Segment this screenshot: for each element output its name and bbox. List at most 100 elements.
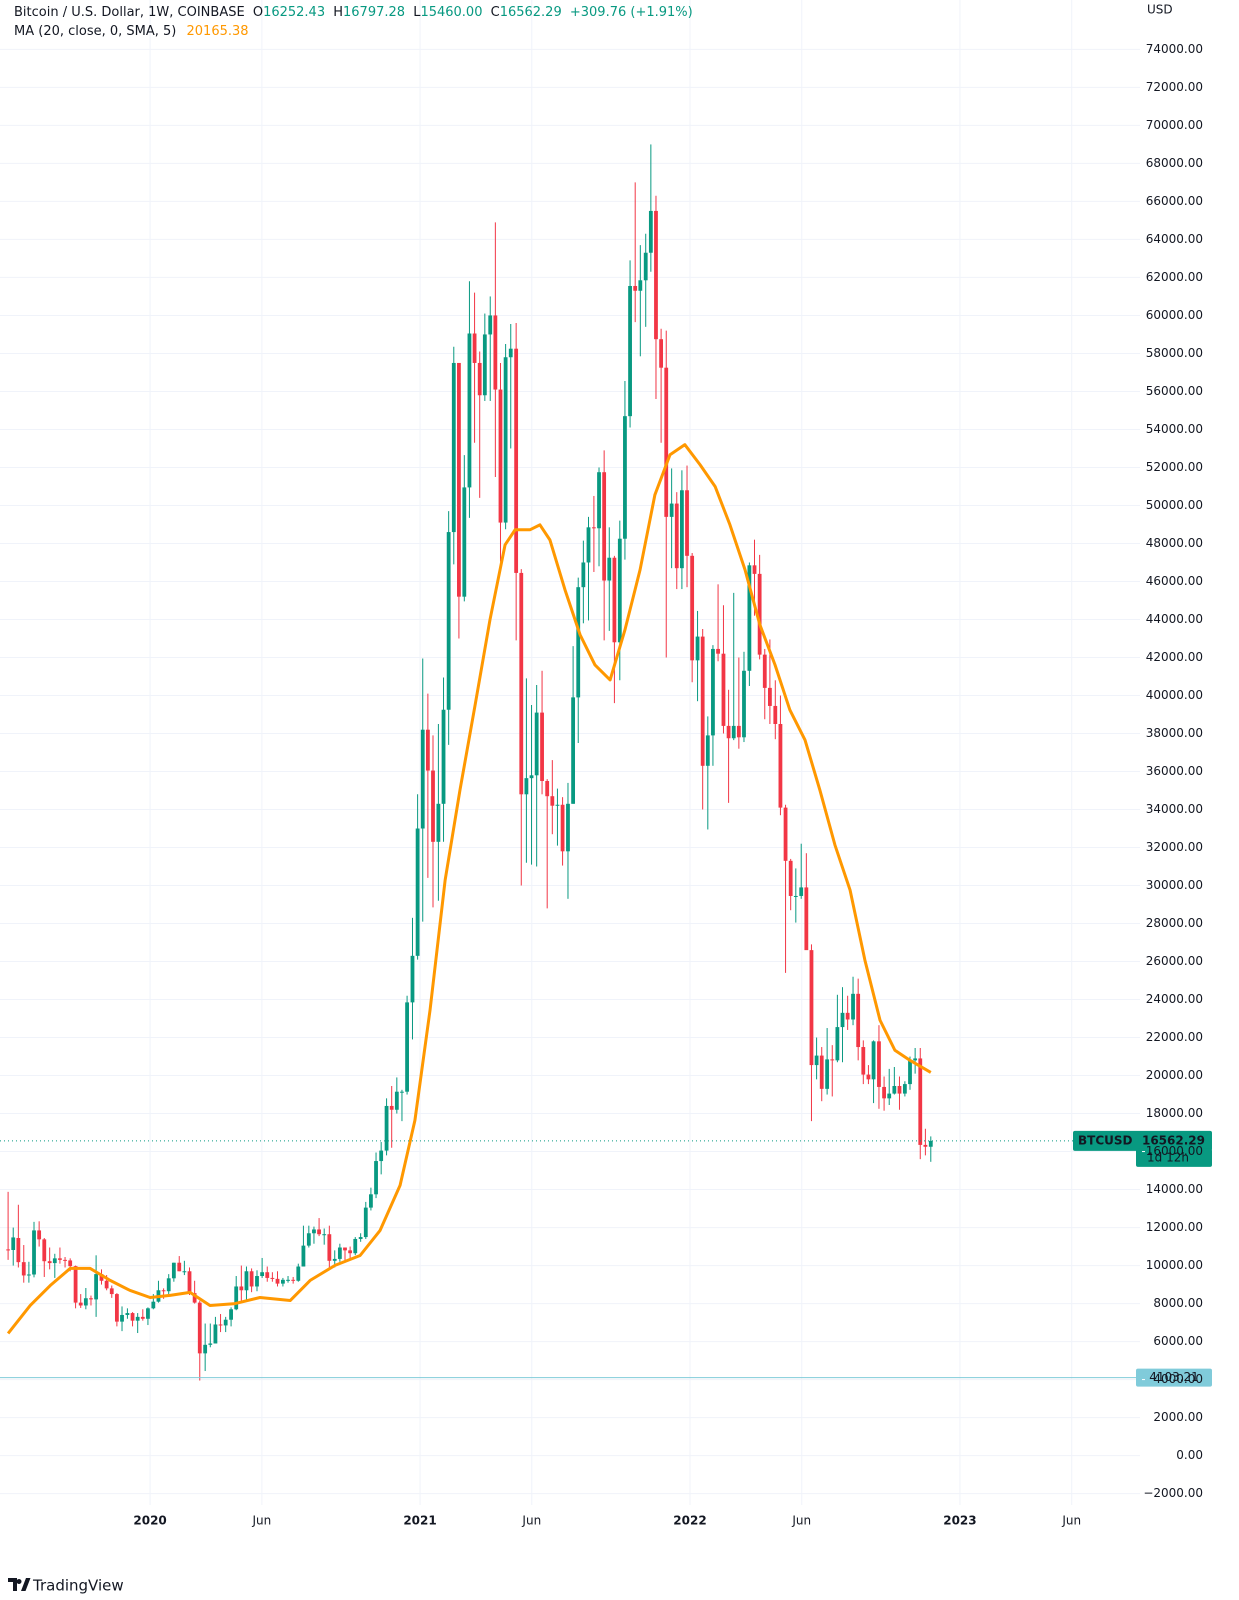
candle-body (825, 1059, 830, 1089)
x-tick-label: Jun (251, 1514, 271, 1528)
ma-label: MA (20, close, 0, SMA, 5) (14, 24, 176, 39)
candle-body (534, 712, 539, 776)
x-tick-label: 2023 (943, 1514, 976, 1528)
candle-body (503, 357, 508, 523)
y-tick-label: 60000.00 (1146, 308, 1203, 322)
candle-body (177, 1262, 182, 1272)
candle-body (431, 770, 435, 842)
candle-body (612, 557, 617, 643)
ohlc-key: O (253, 5, 263, 20)
y-tick-label: 50000.00 (1146, 498, 1203, 512)
plot-area (6, 144, 933, 1381)
candle-body (566, 803, 570, 852)
y-tick-label: 62000.00 (1146, 270, 1203, 284)
candle-body (343, 1247, 347, 1251)
candle-body (726, 725, 731, 739)
candle-body (928, 1140, 933, 1147)
candle-body (270, 1277, 275, 1279)
candle-body (420, 729, 425, 829)
candle-body (83, 1298, 88, 1306)
y-tick-label: 28000.00 (1146, 916, 1203, 930)
ma-line (6, 443, 932, 1335)
candle-body (477, 362, 482, 396)
candle-body (923, 1144, 928, 1147)
candle-body (140, 1316, 145, 1319)
candle-body (151, 1301, 156, 1309)
axes: −2000.00 0.00 2000.00 4000.00 6000.00 8000.00… (133, 42, 1203, 1528)
ohlc-value: 15460.00 (420, 5, 482, 20)
candle-body (322, 1234, 327, 1236)
candle-body (146, 1308, 150, 1319)
candle-body (716, 648, 720, 654)
candle-body (762, 654, 767, 688)
candle-body (866, 1074, 871, 1080)
candle-body (78, 1302, 83, 1306)
candle-body (337, 1247, 342, 1259)
x-tick-label: 2020 (133, 1514, 166, 1528)
x-tick-label: 2021 (403, 1514, 436, 1528)
candle-body (6, 1249, 10, 1251)
candle-body (327, 1234, 332, 1261)
candle-body (643, 252, 648, 281)
candle-body (400, 1091, 404, 1093)
y-tick-label: 0.00 (1176, 1448, 1203, 1462)
candle-body (545, 781, 550, 797)
candle-body (275, 1278, 280, 1284)
candle-body (793, 895, 798, 897)
candle-body (425, 729, 430, 771)
candle-body (607, 557, 612, 581)
candle-body (514, 348, 519, 573)
candle-body (89, 1298, 93, 1300)
change: +309.76 (+1.91%) (570, 5, 693, 20)
y-tick-label: 42000.00 (1146, 650, 1203, 664)
candle-body (882, 1086, 886, 1099)
candle-body (260, 1272, 265, 1277)
candle-body (788, 860, 793, 896)
candle-body (384, 1105, 389, 1151)
y-tick-label: 4000.00 (1153, 1372, 1203, 1386)
candle-body (674, 503, 679, 569)
candle-body (736, 725, 741, 738)
y-tick-label: 72000.00 (1146, 80, 1203, 94)
y-tick-label: −2000.00 (1143, 1486, 1203, 1500)
candle-body (602, 472, 607, 581)
y-tick-label: 48000.00 (1146, 536, 1203, 550)
candle-body (711, 648, 715, 736)
candle-body (441, 709, 446, 804)
candle-body (679, 490, 684, 569)
candle-body (555, 804, 560, 806)
y-tick-label: 44000.00 (1146, 612, 1203, 626)
candle-body (73, 1266, 78, 1303)
candle-body (576, 587, 581, 698)
candle-body (446, 532, 451, 710)
ohlc-value: 16797.28 (343, 5, 405, 20)
x-tick-label: Jun (1061, 1514, 1081, 1528)
symbol: Bitcoin / U.S. Dollar, 1W, COINBASE (14, 5, 245, 20)
candle-body (705, 735, 710, 766)
ohlc-key: H (333, 5, 343, 20)
candle-body (597, 472, 601, 529)
candle-body (519, 572, 524, 795)
candle-body (410, 955, 415, 1003)
y-tick-label: 58000.00 (1146, 346, 1203, 360)
candle-body (871, 1041, 876, 1080)
candle-body (239, 1286, 244, 1291)
candle-body (892, 1085, 897, 1094)
candle-body (783, 807, 788, 861)
y-tick-label: 10000.00 (1146, 1258, 1203, 1272)
y-tick-label: 52000.00 (1146, 460, 1203, 474)
candle-body (218, 1324, 223, 1326)
candle-body (363, 1207, 368, 1238)
candle-body (902, 1084, 907, 1094)
y-tick-label: 38000.00 (1146, 726, 1203, 740)
level-tag (1136, 1368, 1212, 1387)
candle-body (747, 565, 752, 671)
candle-body (26, 1274, 31, 1276)
y-tick-label: 30000.00 (1146, 878, 1203, 892)
overlay: 4103.21 BTCUSD 16562.29 1d 12h (0, 1130, 1212, 1387)
y-tick-label: 74000.00 (1146, 42, 1203, 56)
candle-body (877, 1041, 881, 1087)
candle-body (830, 1059, 835, 1061)
candle-body (301, 1245, 306, 1267)
